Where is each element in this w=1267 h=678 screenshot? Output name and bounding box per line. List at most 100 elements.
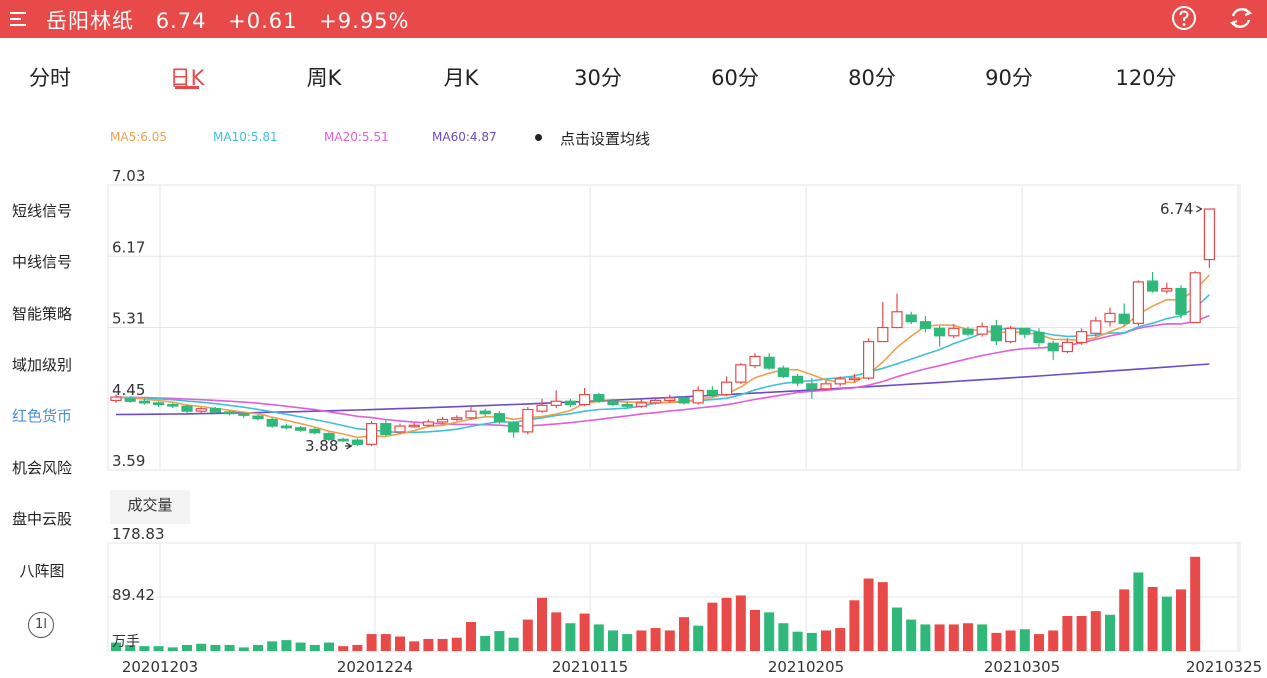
volume-bar xyxy=(679,617,689,651)
volume-bar xyxy=(622,634,633,651)
candle-down xyxy=(323,432,335,440)
candle-up xyxy=(1161,287,1173,292)
stock-price: 6.74 xyxy=(155,9,207,33)
sidebar-item-level[interactable]: 域加级别 xyxy=(11,356,72,374)
switch-indicator-icon[interactable]: 1l xyxy=(28,612,54,638)
tab-80min[interactable]: 80分 xyxy=(848,66,896,90)
volume-bar xyxy=(764,612,775,651)
sidebar-item-opportunity-risk[interactable]: 机会风险 xyxy=(11,459,72,477)
menu-icon[interactable] xyxy=(8,8,30,30)
volume-bar xyxy=(693,625,704,651)
ma-settings-hint[interactable]: 点击设置均线 xyxy=(560,130,651,148)
sidebar-item-short-signal[interactable]: 短线信号 xyxy=(11,202,72,220)
sidebar-item-mid-signal[interactable]: 中线信号 xyxy=(11,253,72,271)
volume-bar xyxy=(224,644,235,651)
ma5-label: MA5:6.05 xyxy=(110,130,167,144)
volume-bar xyxy=(466,622,476,651)
candle-down xyxy=(124,398,136,402)
volume-bar xyxy=(338,646,349,651)
price-panel-frame xyxy=(107,184,1241,471)
volume-bar xyxy=(182,644,192,651)
volume-bar xyxy=(494,631,505,651)
price-tick-label: 6.17 xyxy=(112,238,145,256)
volume-bar xyxy=(1147,586,1158,651)
candle-down xyxy=(806,383,818,390)
candle-up xyxy=(834,378,846,385)
volume-bar xyxy=(437,638,448,651)
volume-bar xyxy=(1119,589,1130,651)
candle-down xyxy=(337,438,349,442)
volume-bar xyxy=(1076,615,1087,651)
volume-bar xyxy=(295,642,306,651)
tab-fenshi[interactable]: 分时 xyxy=(29,66,71,90)
candle-up xyxy=(550,400,562,406)
candle-down xyxy=(777,367,790,377)
candle-down xyxy=(309,428,321,434)
candle-up xyxy=(1061,341,1074,353)
candle-up xyxy=(976,326,988,335)
volume-bar xyxy=(125,644,136,651)
tab-60min[interactable]: 60分 xyxy=(711,66,759,90)
stock-change: +0.61 xyxy=(228,9,298,33)
volume-bar xyxy=(1090,611,1101,651)
sidebar-item-red-currency[interactable]: 红色货币 xyxy=(11,407,72,425)
tab-90min[interactable]: 90分 xyxy=(985,66,1033,90)
volume-bar xyxy=(721,597,732,651)
tab-monthly-k[interactable]: 月K xyxy=(443,66,479,90)
volume-bar xyxy=(1161,596,1172,651)
candle-down xyxy=(351,439,363,445)
stock-title: 岳阳林纸 6.74 +0.61 +9.95% xyxy=(46,5,424,35)
volume-bar xyxy=(451,637,462,651)
candle-down xyxy=(266,418,278,427)
volume-bar xyxy=(366,634,377,651)
candle-down xyxy=(763,356,775,369)
sidebar-item-smart-strategy[interactable]: 智能策略 xyxy=(11,305,72,323)
help-icon[interactable] xyxy=(1170,4,1198,32)
volume-bar xyxy=(792,631,803,651)
date-tick-label: 20210115 xyxy=(552,658,628,676)
candle-up xyxy=(1132,281,1145,324)
volume-bar xyxy=(352,644,363,651)
candle-up xyxy=(451,417,463,421)
volume-bar xyxy=(324,642,334,651)
volume-bar xyxy=(196,643,207,651)
candle-up xyxy=(394,425,406,433)
tab-30min[interactable]: 30分 xyxy=(574,66,622,90)
candle-up xyxy=(720,381,733,396)
volume-bar xyxy=(1019,629,1030,651)
volume-bar xyxy=(977,624,988,651)
candle-up xyxy=(465,410,477,419)
volume-bar xyxy=(806,632,817,651)
candle-up xyxy=(408,424,420,428)
candle-down xyxy=(1175,287,1187,315)
tab-120min[interactable]: 120分 xyxy=(1115,66,1177,90)
period-tabs: 分时 日K 周K 月K 30分 60分 80分 90分 120分 更 xyxy=(0,38,1267,116)
header-bar: 岳阳林纸 6.74 +0.61 +9.95% xyxy=(0,0,1267,38)
price-tick-label: 4.45 xyxy=(112,381,145,399)
candle-down xyxy=(295,427,307,431)
volume-bar xyxy=(480,635,491,651)
candle-down xyxy=(138,400,150,404)
candle-up xyxy=(848,377,861,381)
candle-up xyxy=(1004,327,1017,343)
sidebar-item-bazhentu[interactable]: 八阵图 xyxy=(19,562,65,580)
candle-up xyxy=(692,389,704,404)
date-tick-label: 20201203 xyxy=(122,658,198,676)
candle-down xyxy=(508,422,520,433)
low-arrow-icon xyxy=(345,442,353,450)
volume-bar xyxy=(906,619,917,651)
refresh-icon[interactable] xyxy=(1227,4,1255,32)
volume-bar xyxy=(735,595,746,651)
tab-weekly-k[interactable]: 周K xyxy=(306,66,342,90)
candle-down xyxy=(167,403,179,407)
candle-down xyxy=(238,413,250,416)
ma60-label: MA60:4.87 xyxy=(432,130,497,144)
candle-up xyxy=(1203,208,1216,261)
candle-up xyxy=(195,408,207,412)
volume-bar xyxy=(423,638,434,651)
ma60-line xyxy=(115,363,1210,416)
candle-down xyxy=(280,425,292,429)
volume-bar xyxy=(948,624,959,651)
sidebar-item-intraday-cloud[interactable]: 盘中云股 xyxy=(11,510,72,528)
